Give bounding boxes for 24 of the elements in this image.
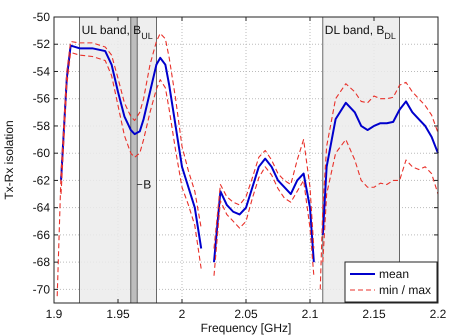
x-tick-label: 2.2 xyxy=(430,307,447,321)
y-tick-label: -54 xyxy=(32,64,50,78)
x-tick-label: 2.05 xyxy=(234,307,258,321)
x-tick-label: 1.95 xyxy=(106,307,130,321)
y-tick-label: -66 xyxy=(32,228,50,242)
x-tick-label: 2.1 xyxy=(302,307,319,321)
y-tick-label: -70 xyxy=(32,282,50,296)
y-tick-label: -62 xyxy=(32,173,50,188)
x-axis-title: Frequency [GHz] xyxy=(200,321,292,335)
y-tick-label: -58 xyxy=(32,118,50,133)
y-tick-label: -60 xyxy=(32,146,50,160)
y-tick-label: -56 xyxy=(32,92,50,106)
y-tick-label: -68 xyxy=(32,255,50,270)
x-tick-label: 2.15 xyxy=(362,307,386,321)
x-tick-label: 1.9 xyxy=(46,307,63,321)
legend-label: mean xyxy=(379,267,410,281)
legend-label: min / max xyxy=(379,283,432,297)
x-tick-label: 2 xyxy=(178,307,186,321)
band-label: B xyxy=(143,178,152,192)
y-tick-label: -50 xyxy=(32,10,50,24)
y-tick-label: -64 xyxy=(32,200,50,215)
band-label: DL band, B$_{DL}$ xyxy=(324,23,396,41)
y-axis-title: Tx-Rx isolation xyxy=(2,120,16,200)
y-tick-label: -52 xyxy=(32,37,50,52)
